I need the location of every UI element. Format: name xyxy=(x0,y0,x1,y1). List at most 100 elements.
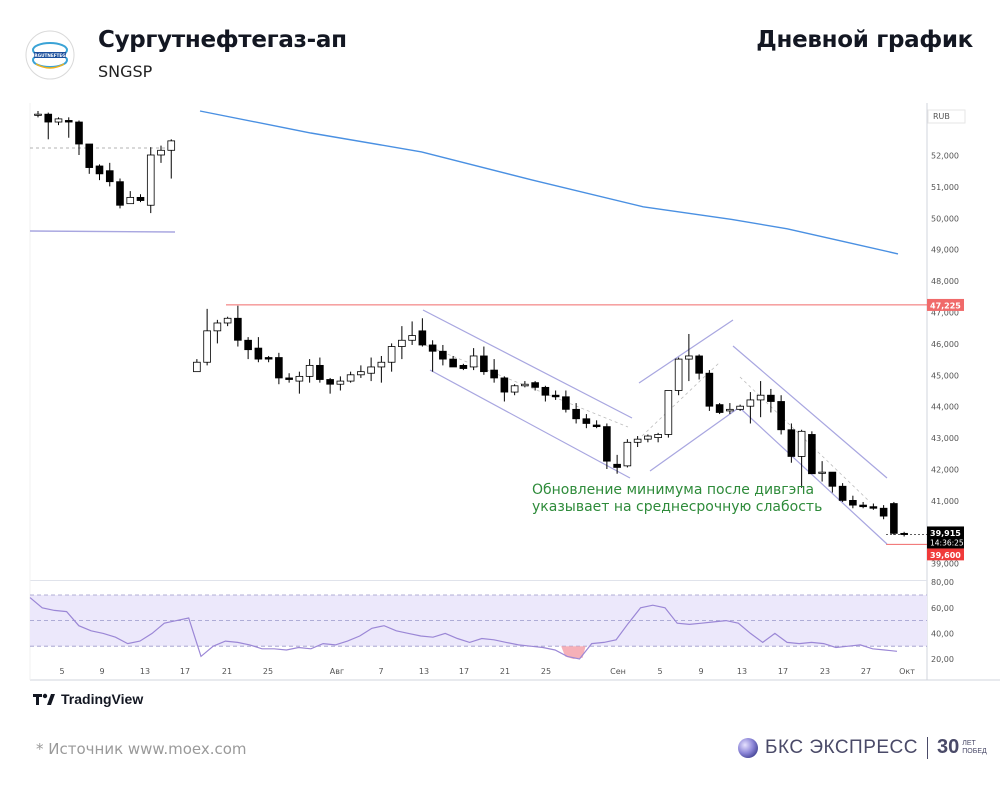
candle-body xyxy=(244,339,252,351)
candle-body xyxy=(105,170,114,183)
chart-annotation: Обновление минимума после дивгэпа указыв… xyxy=(532,482,823,515)
x-tick-label: 17 xyxy=(778,667,788,676)
x-tick-label: Сен xyxy=(610,667,626,676)
candle-body xyxy=(54,118,63,123)
candle-body xyxy=(674,358,683,391)
candle xyxy=(54,117,63,126)
candle xyxy=(469,348,478,371)
x-tick-label: Авг xyxy=(330,667,344,676)
candle-body xyxy=(264,357,273,360)
candle-body xyxy=(551,394,560,398)
y-tick-label: 49,000 xyxy=(931,246,959,255)
resistance-price-label-text: 47,225 xyxy=(930,301,961,310)
y-tick-label: 42,000 xyxy=(931,466,959,475)
candle xyxy=(326,377,334,394)
candle-body xyxy=(126,196,135,205)
candle-body xyxy=(531,382,539,388)
candle-body xyxy=(777,401,785,431)
candle-body xyxy=(818,471,826,474)
bcs-sphere-icon xyxy=(738,737,758,758)
y-tick-label: 51,000 xyxy=(931,183,959,192)
candle-body xyxy=(34,113,42,116)
candle xyxy=(777,395,785,435)
candle-body xyxy=(654,434,662,438)
candle-body xyxy=(767,394,775,402)
candle-body xyxy=(459,364,468,369)
bcs-sub-line-2: ПОБЕД xyxy=(962,747,987,755)
candle xyxy=(818,461,826,482)
candle xyxy=(879,505,888,520)
candle-body xyxy=(346,374,355,382)
osc-tick-label: 80,00 xyxy=(931,578,954,587)
candle xyxy=(828,471,837,493)
candle xyxy=(562,390,570,413)
bcs-brand: БКС ЭКСПРЕСС 30 ЛЕТ ПОБЕД xyxy=(737,736,987,759)
candle xyxy=(95,164,104,181)
candle xyxy=(592,420,601,429)
candle-body xyxy=(357,371,365,376)
candle xyxy=(674,357,683,396)
candle xyxy=(890,501,898,535)
candle xyxy=(367,357,375,382)
candle-body xyxy=(685,355,693,360)
candle-body xyxy=(664,390,673,435)
candle xyxy=(582,414,591,429)
candle xyxy=(603,423,611,469)
candle xyxy=(551,390,560,400)
candle-body xyxy=(85,143,94,168)
candle-body xyxy=(603,426,611,462)
candle-body xyxy=(326,379,334,385)
tradingview-icon xyxy=(33,693,55,705)
channel-line xyxy=(638,319,734,384)
candle-body xyxy=(500,377,509,393)
channel-line xyxy=(422,309,633,419)
low-price-label: 39,600 xyxy=(927,548,964,561)
candle xyxy=(439,344,447,366)
candle xyxy=(746,392,755,424)
candle xyxy=(797,429,806,488)
candle xyxy=(157,145,165,163)
company-logo-icon: SURGUTNEFTEGAS xyxy=(25,30,75,80)
candle-body xyxy=(116,181,124,206)
candle xyxy=(510,384,519,396)
y-tick-label: 43,000 xyxy=(931,434,959,443)
low-price-label-bg xyxy=(927,548,964,561)
candle-body xyxy=(715,404,724,413)
candle xyxy=(316,357,324,383)
candle-body xyxy=(428,344,437,352)
x-tick-label: 13 xyxy=(419,667,429,676)
candle-body xyxy=(167,140,176,151)
candle xyxy=(64,117,73,138)
candle-body xyxy=(808,434,816,475)
tradingview-logo: TradingView xyxy=(33,689,143,709)
candle xyxy=(418,318,427,347)
osc-line xyxy=(29,597,898,660)
y-tick-label: 39,000 xyxy=(931,560,959,569)
x-tick-label: 25 xyxy=(541,667,551,676)
candle xyxy=(346,371,355,383)
instrument-title: Сургутнефтегаз-ап xyxy=(98,27,347,53)
x-tick-label: 23 xyxy=(820,667,830,676)
candle-body xyxy=(736,405,744,410)
channel-line xyxy=(649,408,738,472)
x-tick-label: 5 xyxy=(59,667,64,676)
tradingview-label: TradingView xyxy=(61,691,144,707)
y-tick-label: 46,000 xyxy=(931,340,959,349)
y-tick-label: 47,000 xyxy=(931,309,959,318)
bcs-sub-line-1: ЛЕТ xyxy=(962,739,976,747)
currency-box xyxy=(927,109,966,124)
osc-tick-label: 60,00 xyxy=(931,604,954,613)
candle xyxy=(285,373,293,383)
candle xyxy=(572,403,580,424)
candle xyxy=(223,316,232,327)
candle-body xyxy=(633,438,642,443)
candle-body xyxy=(592,424,601,428)
countdown-text: 14:36:25 xyxy=(930,538,964,547)
candle-body xyxy=(521,383,529,387)
candle-body xyxy=(562,396,570,410)
candle xyxy=(254,337,263,363)
candle-body xyxy=(879,507,888,517)
candle xyxy=(449,355,457,368)
